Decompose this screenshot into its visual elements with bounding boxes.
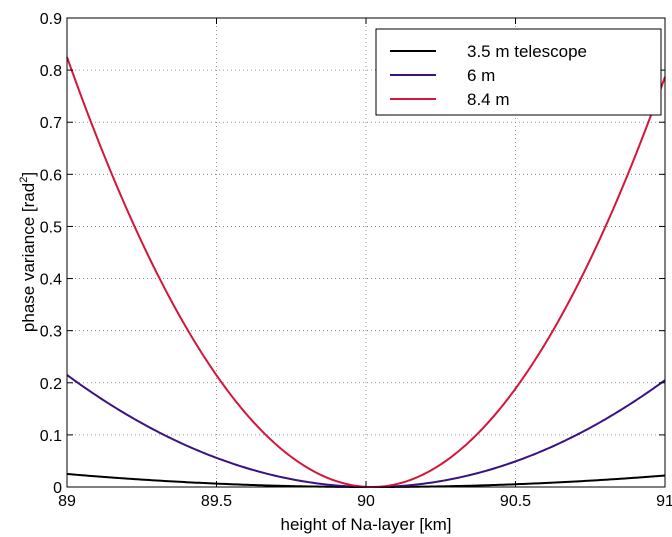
legend-box (375, 28, 662, 116)
y-axis-label: phase variance [rad2] (18, 172, 38, 332)
y-tick-label: 0.5 (40, 219, 62, 236)
y-tick-label: 0 (53, 480, 62, 497)
axis-ticks: 89 89.5 90 90.5 91 0 0.1 0.2 0.3 0.4 0.5 0.6 0.7 0.8 0… (40, 11, 672, 510)
legend-label: 3.5 m telescope (467, 42, 587, 61)
y-tick-label: 0.9 (40, 11, 62, 28)
x-tick-label: 90.5 (500, 493, 531, 510)
y-tick-label: 0.4 (40, 272, 62, 289)
y-tick-label: 0.8 (40, 63, 62, 80)
y-tick-label: 0.1 (40, 428, 62, 445)
y-axis-label-superscript: 2 (18, 177, 30, 183)
legend-label: 8.4 m (467, 90, 510, 109)
legend-label: 6 m (467, 66, 495, 85)
y-tick-label: 0.7 (40, 115, 62, 132)
x-axis-label: height of Na-layer [km] (280, 515, 451, 534)
x-tick-label: 89.5 (201, 493, 232, 510)
x-tick-label: 89 (58, 493, 76, 510)
y-tick-label: 0.3 (40, 324, 62, 341)
y-tick-label: 0.2 (40, 376, 62, 393)
legend: 3.5 m telescope 6 m 8.4 m (375, 28, 662, 116)
y-tick-label: 0.6 (40, 167, 62, 184)
x-tick-label: 90 (357, 493, 375, 510)
x-tick-label: 91 (656, 493, 672, 510)
y-axis-label-close: ] (19, 172, 38, 177)
y-axis-label-main: phase variance [rad (19, 183, 38, 332)
